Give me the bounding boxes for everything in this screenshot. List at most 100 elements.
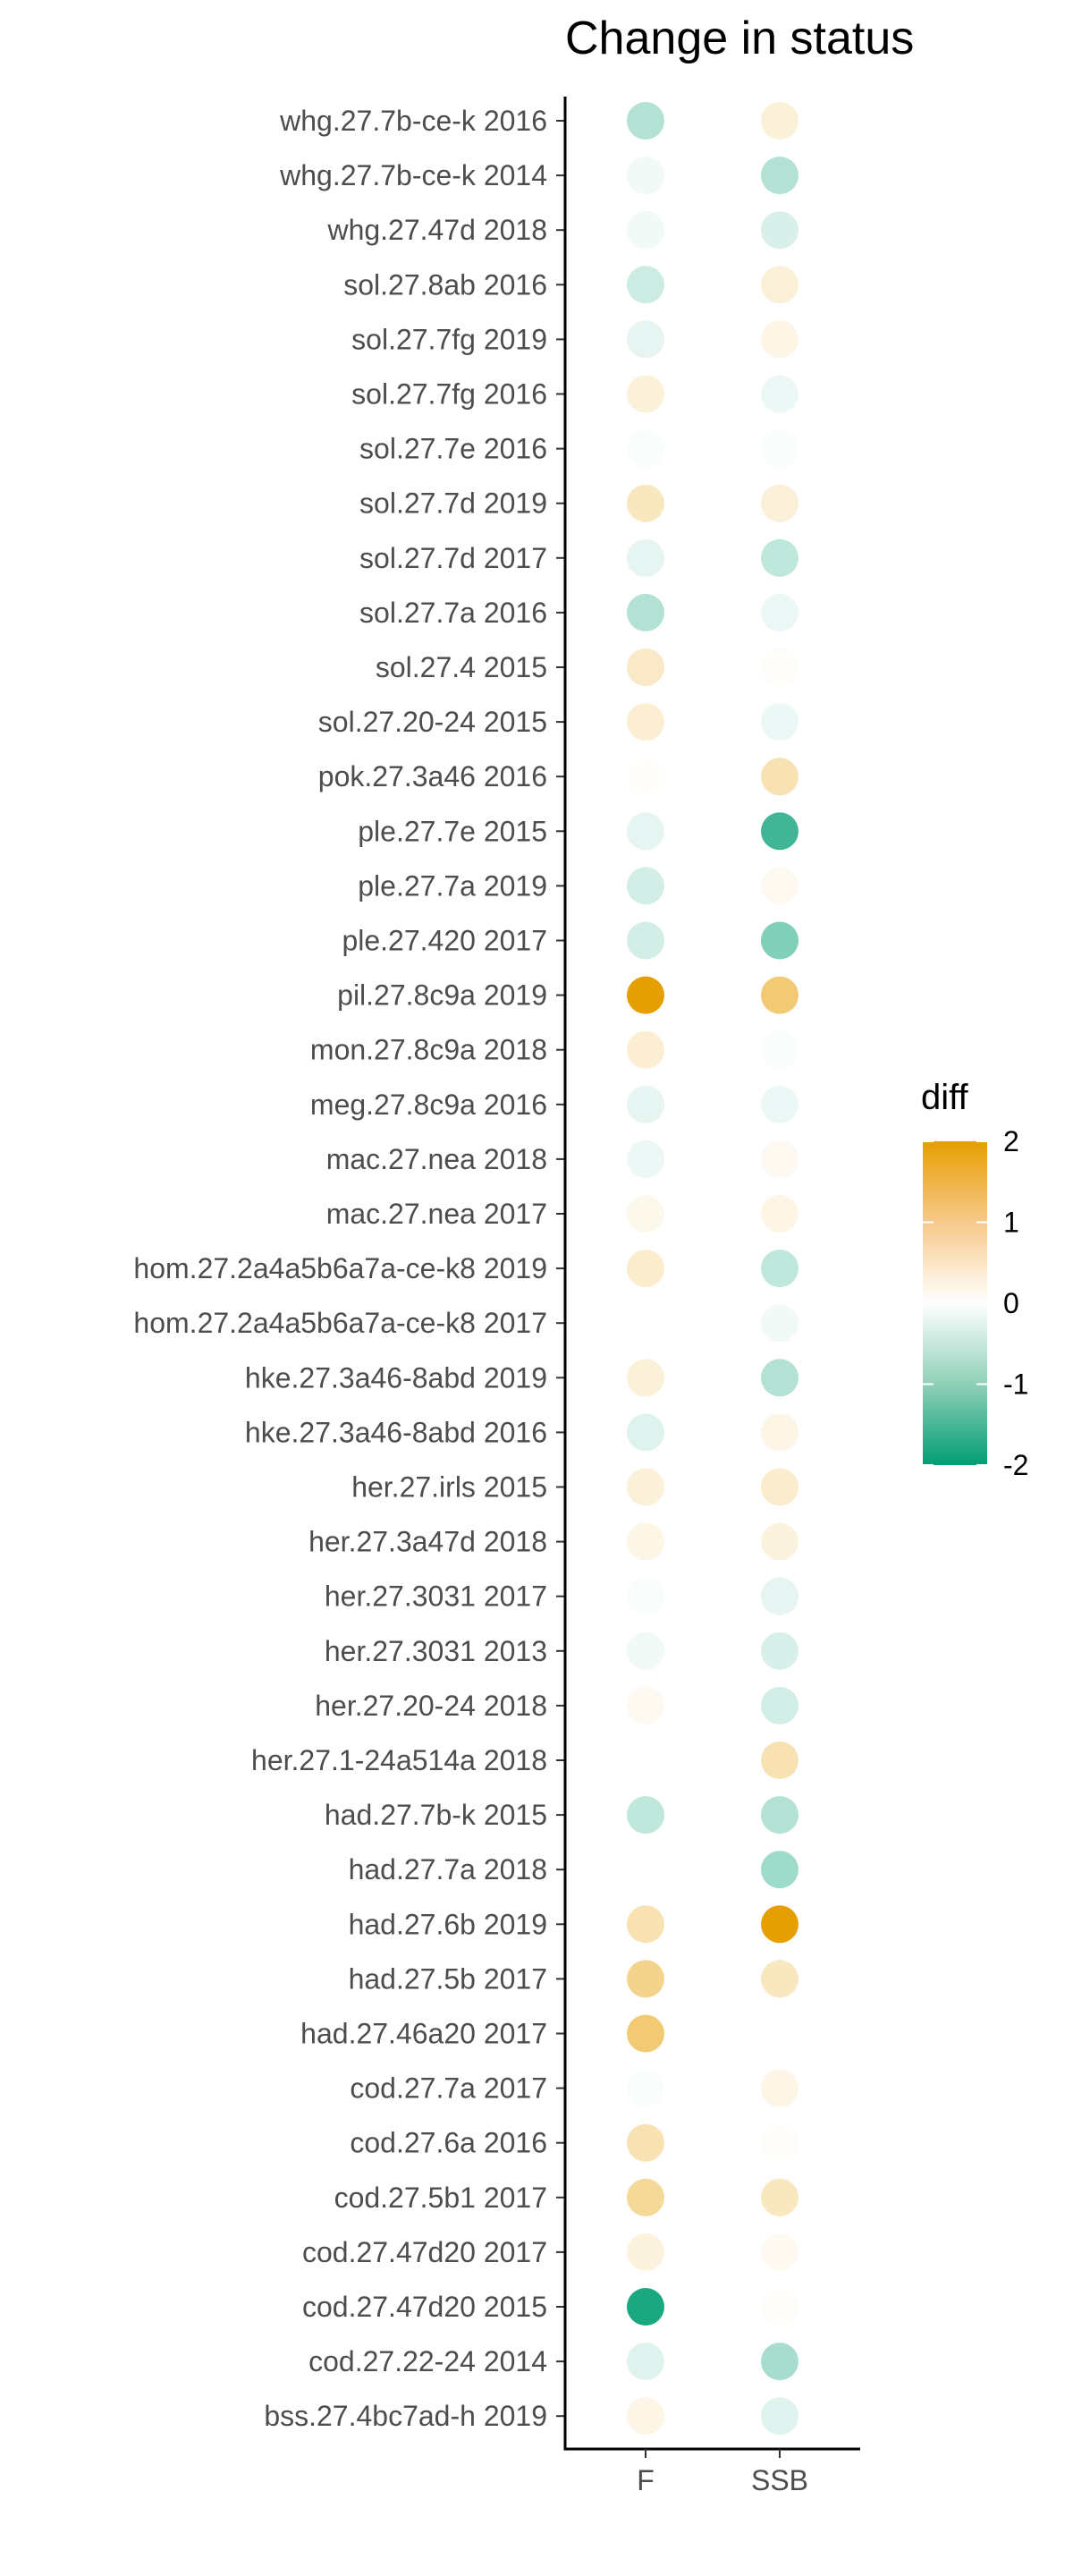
- heatmap-point-f: [627, 703, 664, 741]
- heatmap-row: her.27.20-24 2018: [315, 1686, 798, 1724]
- heatmap-point-ssb: [761, 1631, 798, 1670]
- heatmap-point-f: [627, 2123, 664, 2162]
- heatmap-row: her.27.3031 2013: [325, 1631, 798, 1670]
- heatmap-row: cod.27.7a 2017: [350, 2069, 798, 2107]
- heatmap-point-f: [627, 758, 664, 796]
- heatmap-point-ssb: [761, 1413, 798, 1452]
- heatmap-point-ssb: [761, 593, 798, 631]
- y-tick-label: cod.27.22-24 2014: [308, 2345, 547, 2377]
- heatmap-point-ssb: [761, 2288, 798, 2326]
- heatmap-point-ssb: [761, 429, 798, 468]
- heatmap-point-ssb: [761, 484, 798, 522]
- heatmap-point-ssb: [761, 320, 798, 359]
- heatmap-point-f: [627, 1359, 664, 1397]
- heatmap-point-ssb: [761, 1195, 798, 1233]
- heatmap-row: her.27.3a47d 2018: [308, 1522, 798, 1561]
- heatmap-row: cod.27.5b1 2017: [334, 2178, 798, 2216]
- heatmap-point-ssb: [761, 976, 798, 1014]
- heatmap-point-ssb: [761, 1741, 798, 1779]
- heatmap-point-ssb: [761, 1686, 798, 1724]
- heatmap-point-ssb: [761, 758, 798, 796]
- heatmap-point-ssb: [761, 867, 798, 905]
- heatmap-point-f: [627, 2069, 664, 2107]
- y-tick-label: ple.27.7e 2015: [358, 815, 547, 847]
- heatmap-point-f: [627, 1796, 664, 1835]
- heatmap-point-f: [627, 1686, 664, 1724]
- heatmap-row: meg.27.8c9a 2016: [310, 1085, 798, 1123]
- y-tick-label: sol.27.7a 2016: [359, 597, 547, 629]
- heatmap-point-f: [627, 375, 664, 413]
- y-tick-label: cod.27.7a 2017: [350, 2072, 547, 2105]
- heatmap-point-f: [627, 2014, 664, 2053]
- heatmap-point-ssb: [761, 157, 798, 195]
- chart-rows: whg.27.7b-ce-k 2016 whg.27.7b-ce-k 2014 wh…: [133, 102, 798, 2436]
- y-tick-label: bss.27.4bc7ad-h 2019: [264, 2400, 547, 2432]
- y-tick-label: her.27.1-24a514a 2018: [251, 1744, 547, 1776]
- legend-tick-label: 2: [1003, 1125, 1019, 1157]
- heatmap-point-ssb: [761, 266, 798, 304]
- heatmap-point-ssb: [761, 1085, 798, 1123]
- legend-title: diff: [921, 1078, 969, 1117]
- y-tick-label: ple.27.7a 2019: [358, 869, 547, 902]
- heatmap-point-f: [627, 1085, 664, 1123]
- heatmap-row: sol.27.20-24 2015: [318, 703, 798, 741]
- heatmap-point-f: [627, 1140, 664, 1178]
- heatmap-row: whg.27.7b-ce-k 2014: [279, 157, 798, 195]
- heatmap-point-ssb: [761, 1359, 798, 1397]
- y-tick-label: hke.27.3a46-8abd 2016: [245, 1416, 547, 1448]
- heatmap-point-f: [627, 1905, 664, 1944]
- heatmap-point-ssb: [761, 921, 798, 960]
- heatmap-point-f: [627, 1522, 664, 1561]
- heatmap-point-ssb: [761, 2069, 798, 2107]
- y-tick-label: had.27.7a 2018: [349, 1853, 547, 1885]
- heatmap-row: sol.27.7d 2017: [359, 538, 798, 577]
- heatmap-point-f: [627, 921, 664, 960]
- heatmap-point-ssb: [761, 538, 798, 577]
- y-tick-label: whg.27.7b-ce-k 2016: [279, 105, 547, 137]
- heatmap-row: sol.27.7fg 2016: [351, 375, 798, 413]
- legend-tick-label: 1: [1003, 1207, 1019, 1239]
- y-tick-label: cod.27.5b1 2017: [334, 2182, 547, 2214]
- y-tick-label: sol.27.7d 2017: [359, 542, 547, 574]
- heatmap-row: had.27.46a20 2017: [300, 2014, 664, 2053]
- legend-tick-label: 0: [1003, 1287, 1019, 1319]
- heatmap-row: hom.27.2a4a5b6a7a-ce-k8 2017: [133, 1304, 798, 1343]
- heatmap-point-ssb: [761, 1796, 798, 1835]
- heatmap-row: sol.27.7a 2016: [359, 593, 798, 631]
- heatmap-point-f: [627, 2233, 664, 2271]
- heatmap-point-ssb: [761, 1851, 798, 1889]
- heatmap-row: mon.27.8c9a 2018: [310, 1030, 798, 1069]
- heatmap-point-ssb: [761, 1905, 798, 1944]
- legend: diff 2 1 0 -1 -2: [921, 1078, 1028, 1481]
- y-tick-label: mac.27.nea 2018: [326, 1143, 547, 1175]
- heatmap-row: hke.27.3a46-8abd 2016: [245, 1413, 798, 1452]
- heatmap-row: mac.27.nea 2017: [326, 1195, 798, 1233]
- heatmap-row: whg.27.7b-ce-k 2016: [279, 102, 798, 140]
- heatmap-point-ssb: [761, 211, 798, 250]
- y-tick-label: her.27.3a47d 2018: [308, 1526, 547, 1558]
- heatmap-point-f: [627, 266, 664, 304]
- heatmap-point-f: [627, 812, 664, 851]
- heatmap-row: cod.27.47d20 2015: [302, 2288, 798, 2326]
- heatmap-row: mac.27.nea 2018: [326, 1140, 798, 1178]
- heatmap-row: her.27.1-24a514a 2018: [251, 1741, 798, 1779]
- y-tick-label: her.27.irls 2015: [351, 1471, 547, 1504]
- legend-tick-label: -1: [1003, 1368, 1028, 1401]
- y-tick-label: her.27.3031 2013: [325, 1635, 547, 1667]
- heatmap-row: cod.27.47d20 2017: [302, 2233, 798, 2271]
- heatmap-point-f: [627, 157, 664, 195]
- chart-title: Change in status: [565, 13, 914, 64]
- heatmap-row: sol.27.7fg 2019: [351, 320, 798, 359]
- heatmap-point-ssb: [761, 1522, 798, 1561]
- heatmap-point-ssb: [761, 1960, 798, 1998]
- heatmap-point-f: [627, 102, 664, 140]
- heatmap-row: had.27.7a 2018: [349, 1851, 798, 1889]
- heatmap-point-f: [627, 1030, 664, 1069]
- legend-ticks: 2 1 0 -1 -2: [923, 1125, 1028, 1481]
- heatmap-point-f: [627, 320, 664, 359]
- heatmap-point-ssb: [761, 1577, 798, 1615]
- heatmap-row: cod.27.22-24 2014: [308, 2343, 798, 2381]
- y-tick-label: her.27.20-24 2018: [315, 1690, 547, 1722]
- y-tick-label: sol.27.8ab 2016: [343, 268, 547, 301]
